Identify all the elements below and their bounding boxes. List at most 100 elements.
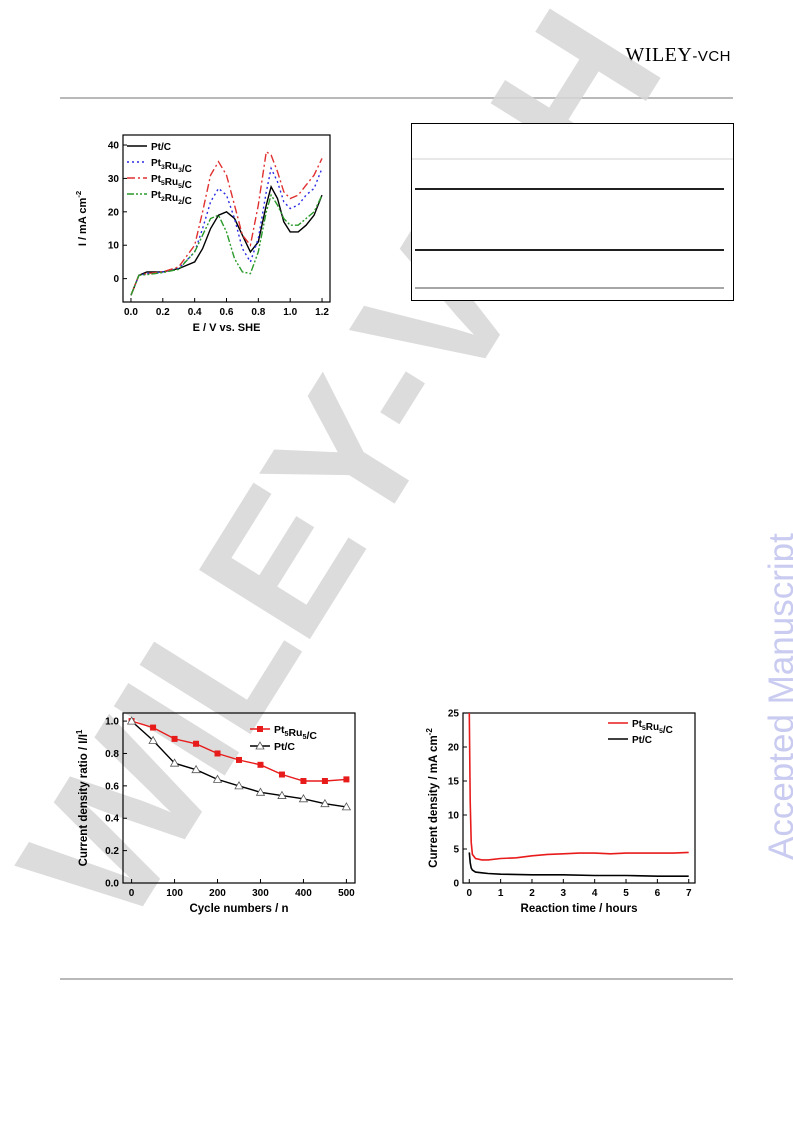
data-point [212, 774, 223, 783]
data-point [214, 750, 221, 757]
legend-subscript: 2 [178, 199, 182, 206]
plot-frame [462, 712, 696, 884]
data-point [171, 735, 178, 742]
y-axis-label: Current density ratio / I/I1 [75, 729, 90, 866]
legend-label: Pt/C [632, 735, 652, 746]
data-point [234, 781, 244, 790]
y-tick-label: 5 [453, 845, 459, 856]
legend-text-part: /C [663, 725, 673, 736]
legend-text-part: Ru [646, 722, 659, 733]
x-tick-label: 0.2 [156, 307, 170, 318]
chronoamperometry-chart: 0 1 2 3 4 5 6 7 0 5 10 15 20 25 Reaction time / hours C… [425, 709, 696, 915]
legend-label: Pt/C [151, 142, 171, 153]
x-axis-label: Cycle numbers / n [189, 903, 288, 915]
data-point [298, 794, 309, 803]
legend-label: Pt2Ru2/C [151, 190, 192, 207]
legend-subscript: 5 [178, 183, 182, 190]
legend-text-part: Ru [165, 193, 178, 204]
legend-label: Pt5Ru5/C [274, 724, 317, 742]
legend-text-part: Pt [632, 719, 643, 730]
publisher-logo: WILEY-VCH [625, 44, 731, 67]
data-point [321, 778, 328, 784]
data-point [126, 716, 137, 725]
y-axis-label-text: I / mA cm [77, 197, 89, 246]
side-watermark-text: Accepted Manuscript [764, 533, 793, 860]
legend-text-part: Ru [165, 161, 178, 172]
series-line [130, 193, 323, 296]
legend-subscript: 2 [161, 196, 165, 203]
legend-subscript: 5 [285, 730, 289, 738]
x-tick-label: 3 [561, 888, 567, 899]
x-tick-label: 0.8 [251, 307, 265, 318]
side-watermark: Accepted Manuscript [764, 533, 793, 860]
x-tick-label: 6 [655, 888, 661, 899]
x-tick-label: 4 [592, 888, 598, 899]
data-point [150, 724, 157, 731]
legend-subscript: 5 [659, 728, 663, 735]
legend-subscript: 3 [178, 167, 182, 174]
x-tick-label: 300 [252, 888, 269, 899]
legend-marker [257, 726, 263, 732]
y-tick-label: 0.4 [105, 814, 119, 825]
legend-text-part: /C [182, 180, 192, 191]
y-tick-label: 0 [113, 274, 119, 285]
legend-subscript: 5 [161, 180, 165, 187]
y-axis-label-text: Current density / mA cm [428, 735, 440, 868]
series-line [130, 150, 323, 296]
legend-label: Pt3Ru3/C [151, 158, 192, 175]
legend-text-part: /C [182, 164, 192, 175]
legend-subscript: 5 [642, 725, 646, 732]
y-axis-label-superscript: -2 [425, 728, 434, 736]
series-line [468, 712, 689, 861]
data-point [277, 790, 287, 799]
y-tick-label: 15 [448, 777, 460, 788]
publisher-suffix: -VCH [692, 48, 731, 65]
x-tick-label: 1.2 [315, 307, 329, 318]
x-tick-label: 500 [338, 888, 355, 899]
data-point [278, 771, 285, 778]
x-tick-label: 2 [529, 888, 535, 899]
y-tick-label: 0.8 [105, 749, 119, 760]
data-point [193, 740, 200, 747]
y-tick-label: 10 [108, 241, 120, 252]
data-point [341, 802, 352, 811]
placeholder-frame [411, 123, 734, 301]
legend-text-part: Pt/C [632, 735, 652, 746]
data-point [255, 787, 266, 796]
legend-text-part: Pt/C [274, 741, 295, 753]
x-tick-label: 7 [686, 888, 692, 899]
legend-text-part: /C [306, 730, 317, 742]
data-point [300, 778, 307, 784]
y-tick-label: 0.2 [105, 846, 119, 857]
y-tick-label: 25 [448, 709, 460, 720]
legend-subscript: 3 [161, 164, 165, 171]
x-tick-label: 0.0 [124, 307, 138, 318]
data-point [169, 758, 180, 767]
y-tick-label: 20 [448, 743, 460, 754]
legend-text-part: /C [182, 196, 192, 207]
x-tick-label: 5 [623, 888, 629, 899]
footer-rule [60, 978, 733, 980]
data-point [191, 764, 201, 774]
x-tick-label: 100 [166, 888, 183, 899]
series-line [130, 184, 323, 296]
x-axis-label: Reaction time / hours [521, 903, 638, 915]
data-point [320, 798, 330, 808]
x-tick-label: 400 [295, 888, 312, 899]
y-tick-label: 20 [108, 207, 120, 218]
y-axis-label: I / mA cm-2 [75, 191, 89, 246]
x-tick-label: 200 [209, 888, 226, 899]
y-axis-label-superscript: -2 [75, 191, 83, 198]
legend-label: Pt5Ru5/C [151, 174, 192, 191]
x-axis-label: E / V vs. SHE [193, 322, 261, 334]
data-point [148, 735, 158, 744]
legend-text-part: Pt/C [151, 142, 171, 153]
x-tick-label: 0.6 [220, 307, 234, 318]
legend-text-part: Ru [165, 177, 178, 188]
x-tick-label: 0 [129, 888, 135, 899]
y-tick-label: 10 [448, 811, 460, 822]
publisher-name: WILEY [625, 44, 693, 66]
y-tick-label: 0.6 [105, 781, 119, 792]
y-tick-label: 0 [453, 879, 459, 890]
figure-placeholder [411, 123, 734, 301]
